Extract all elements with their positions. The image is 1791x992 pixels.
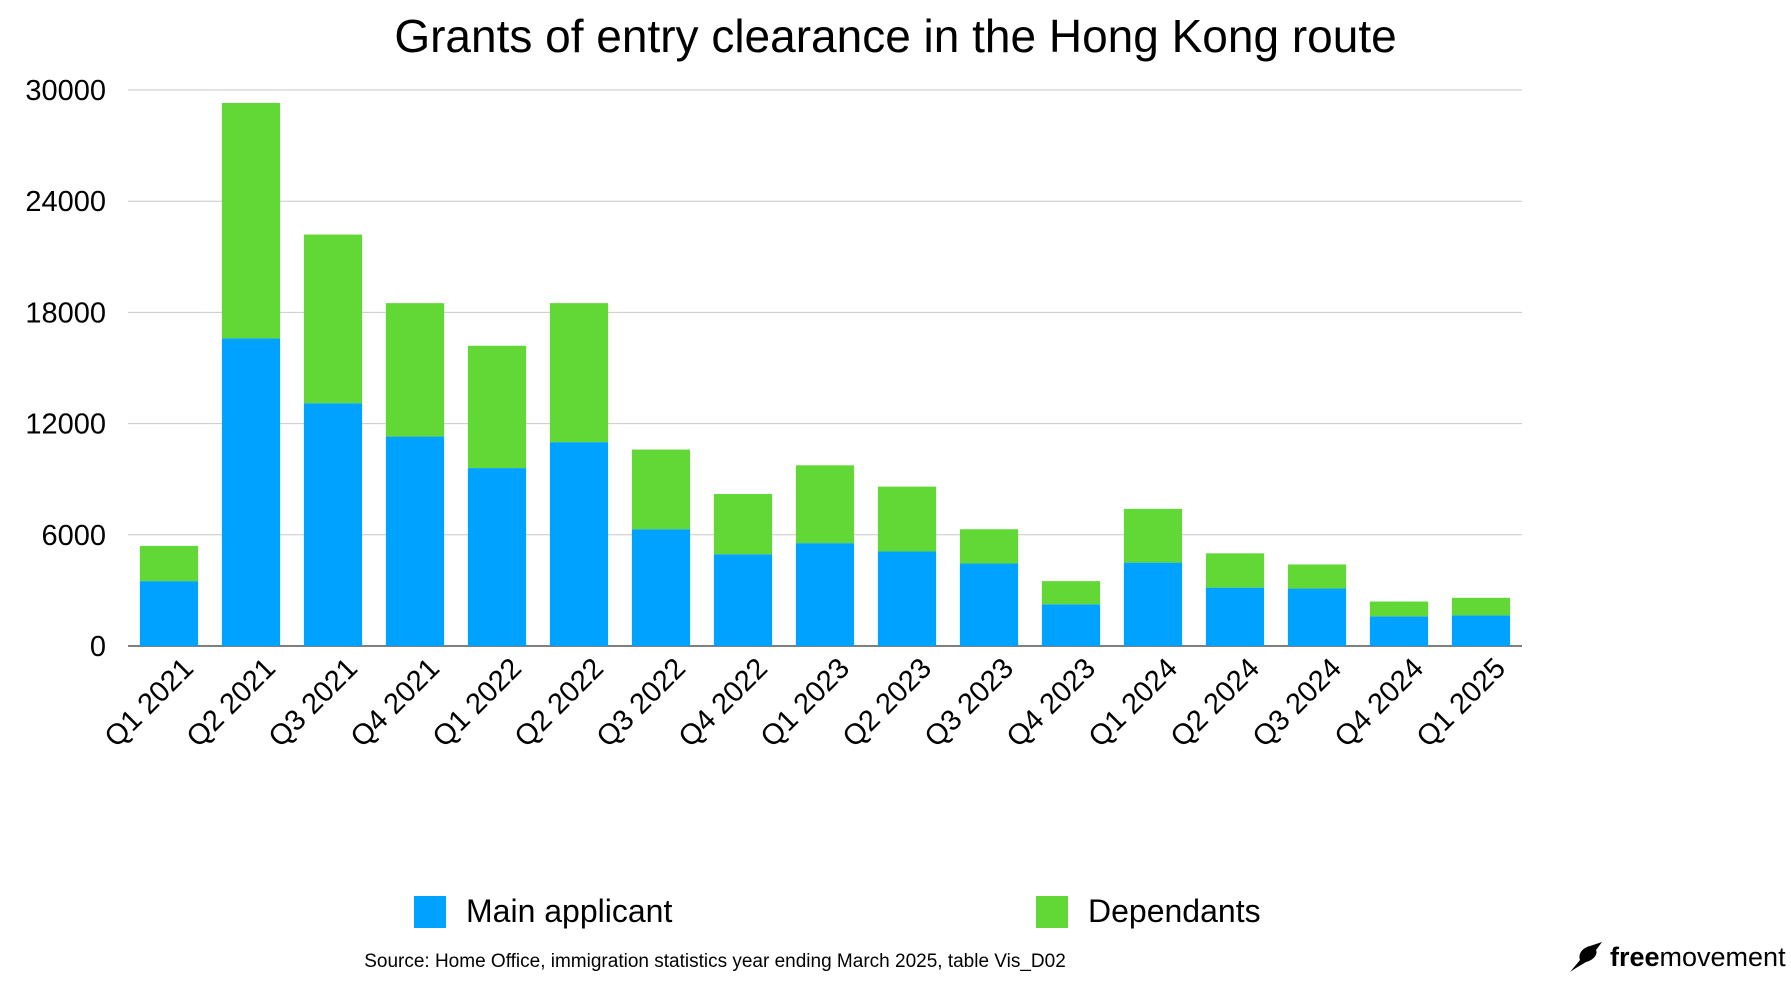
x-tick-label: Q4 2022 xyxy=(673,652,774,753)
x-tick-label: Q4 2021 xyxy=(345,652,446,753)
bar-main-applicant-q4-2023 xyxy=(1041,604,1101,646)
bar-main-applicant-q2-2023 xyxy=(877,551,937,646)
bar-main-applicant-q1-2022 xyxy=(467,468,527,646)
bar-main-applicant-q1-2023 xyxy=(795,543,855,646)
bar-dependants-q1-2025 xyxy=(1451,597,1511,616)
x-tick-label: Q1 2025 xyxy=(1411,652,1512,753)
logo-text-free: free xyxy=(1610,941,1660,972)
bar-dependants-q4-2022 xyxy=(713,494,773,555)
y-tick-label: 24000 xyxy=(25,186,106,218)
x-tick-label: Q2 2024 xyxy=(1165,652,1266,753)
x-tick-label: Q3 2022 xyxy=(591,652,692,753)
free-movement-logo: free movement xyxy=(1568,940,1786,974)
bar-dependants-q4-2023 xyxy=(1041,581,1101,605)
legend-swatch-dependants xyxy=(1036,895,1068,928)
x-tick-label: Q2 2021 xyxy=(181,652,282,753)
y-tick-label: 18000 xyxy=(25,297,106,329)
x-tick-label: Q3 2024 xyxy=(1247,652,1348,753)
bar-main-applicant-q4-2022 xyxy=(713,554,773,646)
bar-dependants-q1-2021 xyxy=(139,545,199,582)
bar-dependants-q3-2022 xyxy=(631,449,691,530)
bar-main-applicant-q2-2022 xyxy=(549,442,609,646)
chart-title: Grants of entry clearance in the Hong Ko… xyxy=(394,10,1397,62)
bar-dependants-q2-2022 xyxy=(549,303,609,443)
x-tick-label: Q2 2023 xyxy=(837,652,938,753)
legend-label-main-applicant: Main applicant xyxy=(466,893,673,929)
bar-dependants-q3-2023 xyxy=(959,529,1019,564)
y-tick-label: 12000 xyxy=(25,409,106,441)
x-tick-label: Q1 2024 xyxy=(1083,652,1184,753)
y-tick-label: 30000 xyxy=(25,75,106,107)
legend-item-main-applicant: Main applicant xyxy=(414,893,672,930)
bar-main-applicant-q2-2024 xyxy=(1205,587,1265,646)
x-tick-label: Q1 2023 xyxy=(755,652,856,753)
x-tick-label: Q2 2022 xyxy=(509,652,610,753)
bar-dependants-q3-2021 xyxy=(303,234,363,404)
bird-icon xyxy=(1570,942,1602,972)
legend-swatch-main-applicant xyxy=(414,895,446,928)
bar-dependants-q4-2021 xyxy=(385,303,445,437)
bar-main-applicant-q1-2025 xyxy=(1451,615,1511,646)
bar-main-applicant-q1-2021 xyxy=(139,581,199,646)
bar-main-applicant-q3-2021 xyxy=(303,403,363,646)
bar-main-applicant-q4-2024 xyxy=(1369,616,1429,646)
bar-dependants-q3-2024 xyxy=(1287,564,1347,589)
source-note: Source: Home Office, immigration statist… xyxy=(364,951,1066,972)
x-tick-label: Q1 2022 xyxy=(427,652,528,753)
logo-text-movement: movement xyxy=(1659,941,1786,972)
bar-dependants-q2-2021 xyxy=(221,102,281,339)
x-tick-label: Q1 2021 xyxy=(99,652,200,753)
bar-dependants-q2-2023 xyxy=(877,486,937,552)
y-tick-label: 6000 xyxy=(41,520,106,552)
x-tick-label: Q3 2021 xyxy=(263,652,364,753)
x-tick-label: Q4 2023 xyxy=(1001,652,1102,753)
bar-main-applicant-q3-2024 xyxy=(1287,588,1347,646)
legend-label-dependants: Dependants xyxy=(1088,893,1261,929)
bar-main-applicant-q4-2021 xyxy=(385,436,445,646)
y-axis-tick-labels: 0 6000 12000 18000 24000 30000 xyxy=(25,75,106,663)
bar-dependants-q1-2023 xyxy=(795,465,855,544)
bar-dependants-q1-2022 xyxy=(467,345,527,469)
bar-dependants-q2-2024 xyxy=(1205,553,1265,588)
bar-main-applicant-q2-2021 xyxy=(221,338,281,646)
bar-main-applicant-q1-2024 xyxy=(1123,562,1183,646)
bar-dependants-q4-2024 xyxy=(1369,601,1429,617)
x-tick-label: Q4 2024 xyxy=(1329,652,1430,753)
x-tick-label: Q3 2023 xyxy=(919,652,1020,753)
y-tick-label: 0 xyxy=(90,631,106,663)
bar-dependants-q1-2024 xyxy=(1123,508,1183,563)
bar-main-applicant-q3-2022 xyxy=(631,529,691,646)
bar-main-applicant-q3-2023 xyxy=(959,563,1019,646)
bars xyxy=(139,102,1511,646)
legend-item-dependants: Dependants xyxy=(1036,893,1261,930)
